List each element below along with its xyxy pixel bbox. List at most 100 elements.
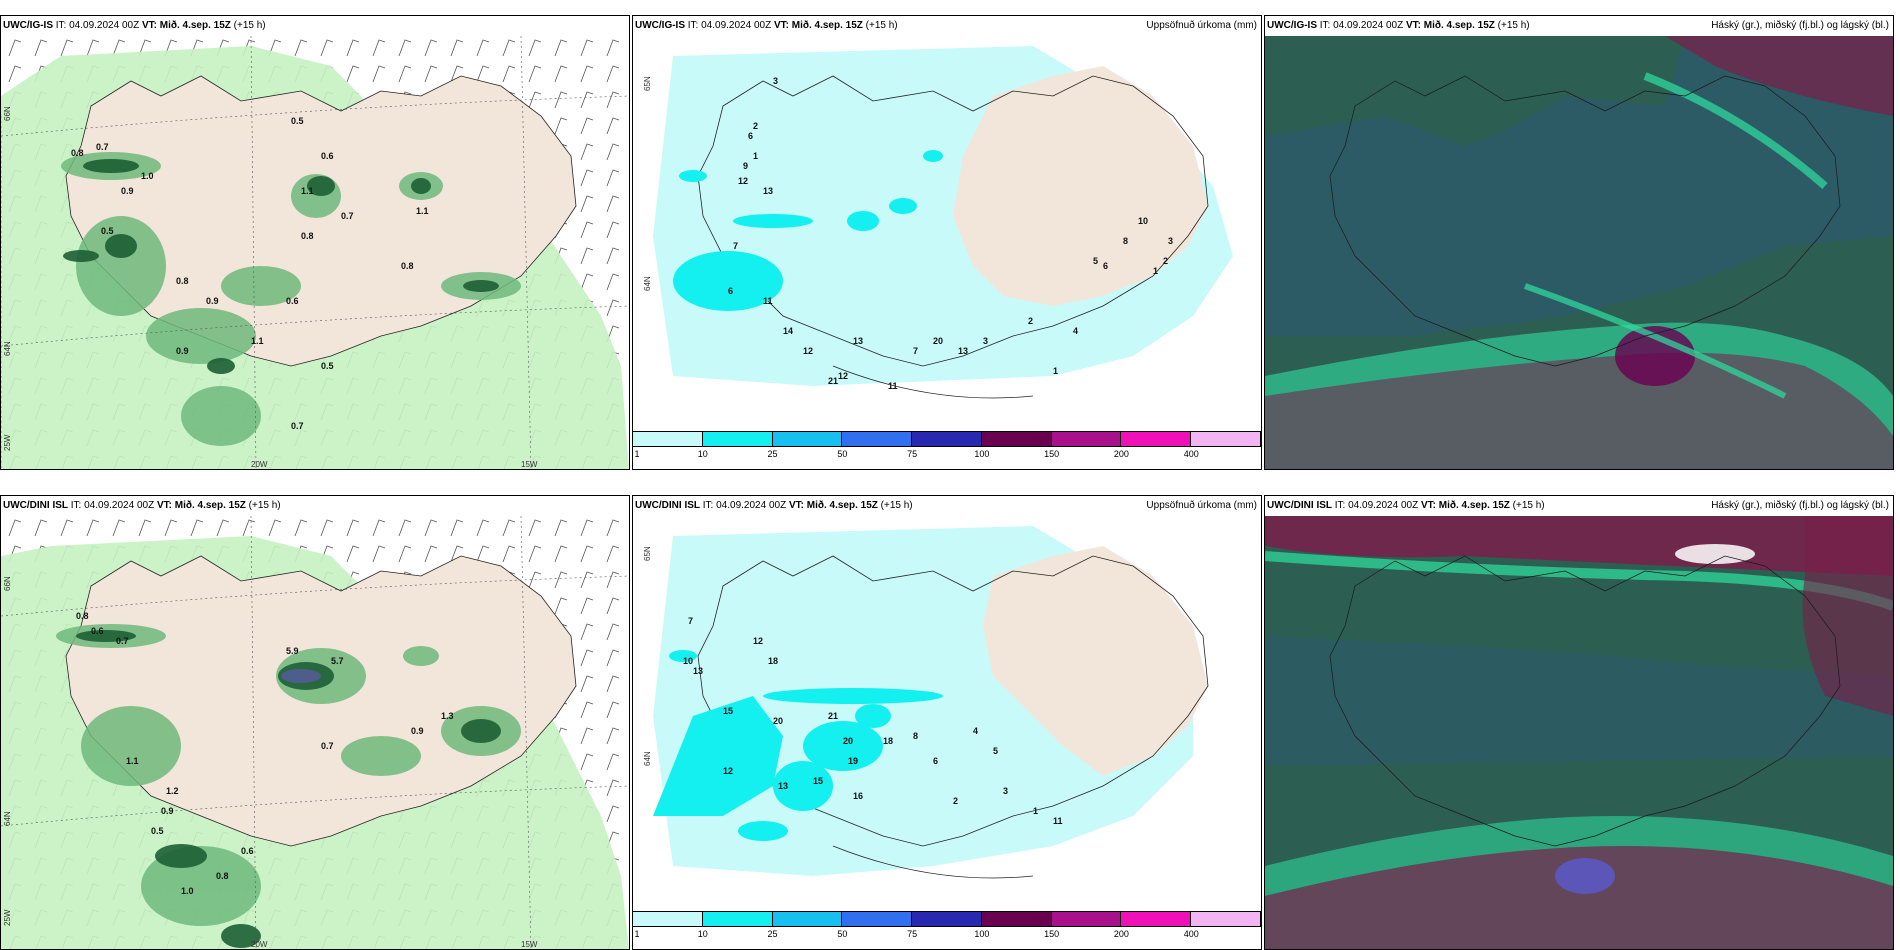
map-value-label: 0.8 [76, 611, 89, 621]
map-value-label: 12 [838, 371, 849, 381]
colorbar-swatch [912, 912, 982, 926]
colorbar-swatch [1191, 912, 1261, 926]
map-value-label: 1 [1033, 806, 1039, 816]
map-value-label: 0.7 [341, 211, 354, 221]
colorbar-swatch [772, 912, 843, 926]
lat-label-66n: 66N [3, 106, 12, 121]
map-value-label: 2 [1163, 256, 1169, 266]
lead-time: (+15 h) [1512, 500, 1545, 511]
colorbar-swatch [1051, 432, 1122, 446]
colorbar-tick-label: 200 [1113, 929, 1129, 939]
model-name: UWC/IG-IS [635, 20, 685, 31]
wind-precip-svg [1, 36, 629, 469]
map-value-label: 2 [753, 121, 759, 131]
accum-precip-svg [633, 516, 1261, 911]
panel-title: Háský (gr.), miðský (fj.bl.) og lágský (… [1711, 500, 1889, 511]
map-value-label: 11 [763, 296, 773, 306]
model-name: UWC/DINI ISL [3, 500, 68, 511]
map-value-label: 0.5 [291, 116, 304, 126]
model-name: UWC/DINI ISL [635, 500, 700, 511]
lat-label-65n: 65N [643, 546, 652, 561]
valid-time: VT: Mið. 4.sep. 15Z [773, 20, 863, 31]
cloud-cover-svg [1265, 516, 1893, 949]
map-value-label: 0.5 [101, 226, 114, 236]
panel-bottom-accum-precip: UWC/DINI ISL IT: 04.09.2024 00Z VT: Mið.… [632, 495, 1262, 950]
map-value-label: 12 [723, 766, 734, 776]
map-value-label: 3 [1003, 786, 1009, 796]
map-value-label: 5.7 [331, 656, 344, 666]
lat-label-64n: 64N [3, 811, 12, 826]
panel-top-accum-precip: UWC/IG-IS IT: 04.09.2024 00Z VT: Mið. 4.… [632, 15, 1262, 470]
accum-precip-svg [633, 36, 1261, 431]
panel-header: UWC/DINI ISL IT: 04.09.2024 00Z VT: Mið.… [1, 496, 629, 516]
map-value-label: 12 [753, 636, 764, 646]
map-value-label: 1 [1053, 366, 1059, 376]
init-time: IT: 04.09.2024 00Z [70, 500, 155, 511]
colorbar-tick-label: 400 [1183, 449, 1199, 459]
precip-colorbar: 1 10 25 50 75 100 150 200 400 [633, 911, 1261, 949]
map-value-label: 1.1 [251, 336, 264, 346]
map-value-label: 9 [743, 161, 749, 171]
map-value-label: 8 [1123, 236, 1129, 246]
accum-precip-map[interactable]: 3 2 6 1 9 12 13 7 6 11 14 12 21 12 13 11 7 20 13 3 2 1 4 5 6 8 10 1… [633, 36, 1261, 431]
map-value-label: 6 [748, 131, 754, 141]
map-value-label: 0.8 [401, 261, 414, 271]
map-value-label: 20 [843, 736, 854, 746]
map-value-label: 13 [763, 186, 774, 196]
lead-time: (+15 h) [233, 20, 266, 31]
cloud-cover-map[interactable] [1265, 516, 1893, 949]
valid-time: VT: Mið. 4.sep. 15Z [156, 500, 246, 511]
colorbar-tick-label: 75 [907, 929, 918, 939]
map-value-label: 0.9 [206, 296, 219, 306]
map-value-label: 11 [888, 381, 898, 391]
map-value-label: 0.7 [321, 741, 334, 751]
colorbar-swatches [633, 431, 1261, 447]
colorbar-tick-label: 10 [697, 929, 708, 939]
map-value-label: 0.6 [321, 151, 334, 161]
wind-precip-map[interactable]: 0.8 0.6 0.7 5.9 5.7 1.2 0.9 1.1 0.5 1.0 0.8 0.6 0.7 0… [1, 516, 629, 949]
map-value-label: 5 [1093, 256, 1099, 266]
map-value-label: 15 [813, 776, 824, 786]
map-value-label: 3 [983, 336, 989, 346]
colorbar-tick-label: 150 [1044, 929, 1060, 939]
map-value-label: 12 [803, 346, 814, 356]
lat-label-64n: 64N [643, 751, 652, 766]
init-time: IT: 04.09.2024 00Z [687, 20, 772, 31]
init-time: IT: 04.09.2024 00Z [55, 20, 140, 31]
colorbar-tick-label: 200 [1113, 449, 1129, 459]
map-value-label: 7 [733, 241, 739, 251]
colorbar-swatch [1121, 432, 1192, 446]
wind-precip-svg [1, 516, 629, 949]
accum-precip-map[interactable]: 7 10 13 12 18 15 20 21 12 13 15 16 19 20 18 8 6 4 5 3 2 1 11 [633, 516, 1261, 911]
map-value-label: 20 [773, 716, 784, 726]
map-value-label: 16 [853, 791, 864, 801]
colorbar-tick-label: 75 [907, 449, 918, 459]
lon-label-25w: 25W [3, 909, 12, 926]
map-value-label: 19 [848, 756, 859, 766]
map-value-label: 18 [883, 736, 894, 746]
map-value-label: 0.9 [176, 346, 189, 356]
panel-header: UWC/DINI ISL IT: 04.09.2024 00Z VT: Mið.… [633, 496, 1261, 516]
map-value-label: 0.7 [116, 636, 129, 646]
colorbar-tick-label: 400 [1183, 929, 1199, 939]
map-value-label: 0.7 [291, 421, 304, 431]
map-value-label: 0.7 [96, 142, 109, 152]
panel-title: Háský (gr.), miðský (fj.bl.) og lágský (… [1711, 20, 1889, 31]
map-value-label: 7 [913, 346, 919, 356]
map-value-label: 0.9 [121, 186, 134, 196]
map-value-label: 2 [1028, 316, 1034, 326]
panel-header: UWC/IG-IS IT: 04.09.2024 00Z VT: Mið. 4.… [1265, 16, 1893, 36]
map-value-label: 13 [958, 346, 969, 356]
init-time: IT: 04.09.2024 00Z [702, 500, 787, 511]
map-value-label: 6 [1103, 261, 1109, 271]
colorbar-swatch [912, 432, 982, 446]
colorbar-tick-label: 1 [634, 929, 640, 939]
precip-colorbar: 1 10 25 50 75 100 150 200 400 [633, 431, 1261, 469]
cloud-cover-map[interactable] [1265, 36, 1893, 469]
wind-precip-map[interactable]: 0.5 0.6 0.8 0.7 1.0 0.9 1.1 0.5 0.8 0.7 1.1 0.8 0.9 0… [1, 36, 629, 469]
colorbar-swatch [702, 432, 773, 446]
colorbar-tick-label: 100 [974, 929, 990, 939]
map-value-label: 12 [738, 176, 749, 186]
colorbar-tick-label: 25 [767, 449, 778, 459]
map-value-label: 6 [728, 286, 734, 296]
